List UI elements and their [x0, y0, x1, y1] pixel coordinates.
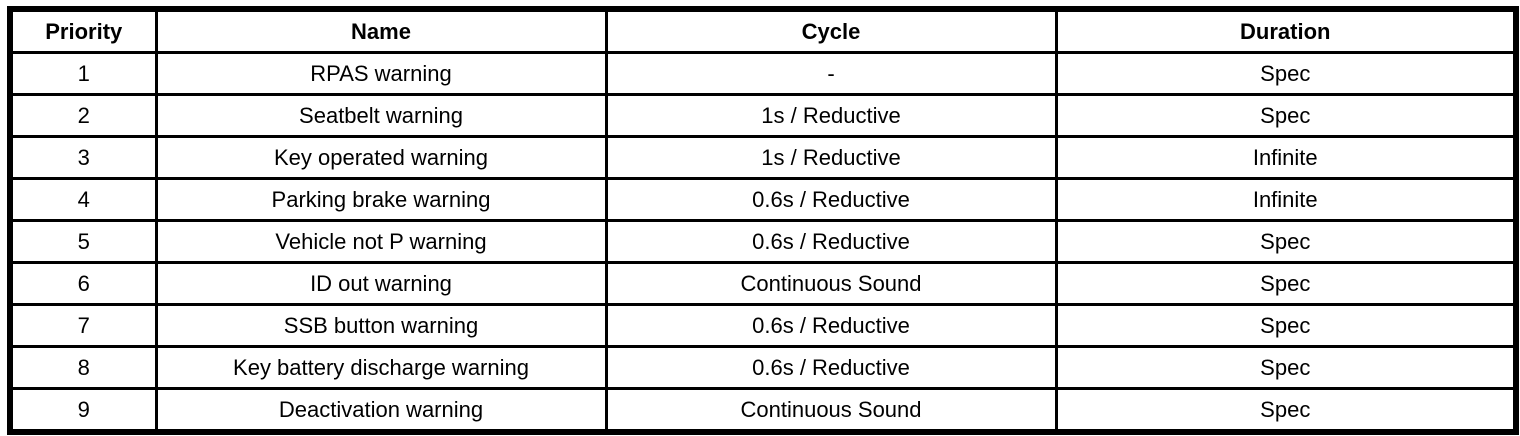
- cell-duration: Infinite: [1054, 135, 1518, 180]
- cell-name: Seatbelt warning: [154, 93, 608, 138]
- table-row: 1 RPAS warning - Spec: [8, 51, 1518, 96]
- cell-duration: Spec: [1054, 345, 1518, 390]
- cell-name: SSB button warning: [154, 303, 608, 348]
- cell-priority: 2: [8, 93, 158, 138]
- table-row: 6 ID out warning Continuous Sound Spec: [8, 261, 1518, 306]
- cell-priority: 9: [8, 387, 158, 434]
- table-row: 8 Key battery discharge warning 0.6s / Red…: [8, 345, 1518, 390]
- cell-cycle: 0.6s / Reductive: [604, 219, 1058, 264]
- cell-duration: Spec: [1054, 261, 1518, 306]
- table-row: 4 Parking brake warning 0.6s / Reductive In…: [8, 177, 1518, 222]
- table-row: 5 Vehicle not P warning 0.6s / Reductive Sp…: [8, 219, 1518, 264]
- cell-cycle: 1s / Reductive: [604, 93, 1058, 138]
- cell-duration: Spec: [1054, 387, 1518, 434]
- cell-priority: 5: [8, 219, 158, 264]
- column-header-cycle: Cycle: [604, 7, 1058, 54]
- cell-name: Key battery discharge warning: [154, 345, 608, 390]
- cell-name: Parking brake warning: [154, 177, 608, 222]
- cell-cycle: -: [604, 51, 1058, 96]
- table-row: 9 Deactivation warning Continuous Sound Spe…: [8, 387, 1518, 434]
- cell-priority: 7: [8, 303, 158, 348]
- table-row: 7 SSB button warning 0.6s / Reductive Spec: [8, 303, 1518, 348]
- cell-priority: 4: [8, 177, 158, 222]
- cell-name: Vehicle not P warning: [154, 219, 608, 264]
- cell-cycle: 0.6s / Reductive: [604, 303, 1058, 348]
- cell-cycle: 1s / Reductive: [604, 135, 1058, 180]
- cell-priority: 8: [8, 345, 158, 390]
- cell-priority: 6: [8, 261, 158, 306]
- column-header-priority: Priority: [8, 7, 158, 54]
- cell-cycle: 0.6s / Reductive: [604, 177, 1058, 222]
- column-header-duration: Duration: [1054, 7, 1518, 54]
- cell-cycle: Continuous Sound: [604, 387, 1058, 434]
- cell-name: Key operated warning: [154, 135, 608, 180]
- cell-name: RPAS warning: [154, 51, 608, 96]
- cell-duration: Infinite: [1054, 177, 1518, 222]
- table-row: 2 Seatbelt warning 1s / Reductive Spec: [8, 93, 1518, 138]
- cell-duration: Spec: [1054, 219, 1518, 264]
- warning-priority-table: Priority Name Cycle Duration 1 RPAS warning -…: [7, 6, 1519, 435]
- cell-name: ID out warning: [154, 261, 608, 306]
- column-header-name: Name: [154, 7, 608, 54]
- header-row: Priority Name Cycle Duration: [8, 7, 1518, 54]
- cell-duration: Spec: [1054, 93, 1518, 138]
- cell-duration: Spec: [1054, 303, 1518, 348]
- cell-cycle: 0.6s / Reductive: [604, 345, 1058, 390]
- cell-name: Deactivation warning: [154, 387, 608, 434]
- cell-priority: 3: [8, 135, 158, 180]
- cell-cycle: Continuous Sound: [604, 261, 1058, 306]
- table-row: 3 Key operated warning 1s / Reductive Infin…: [8, 135, 1518, 180]
- cell-priority: 1: [8, 51, 158, 96]
- table-body: 1 RPAS warning - Spec 2 Seatbelt warning 1s / …: [8, 51, 1518, 434]
- cell-duration: Spec: [1054, 51, 1518, 96]
